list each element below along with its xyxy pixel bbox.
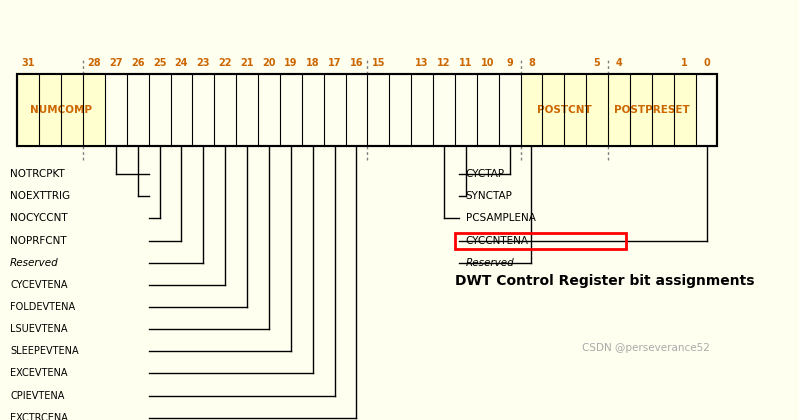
Text: 16: 16 [350, 58, 364, 68]
Text: 31: 31 [22, 58, 35, 68]
Text: 13: 13 [415, 58, 429, 68]
Text: 28: 28 [87, 58, 101, 68]
Text: PCSAMPLENA: PCSAMPLENA [466, 213, 535, 223]
Text: CSDN @perseverance52: CSDN @perseverance52 [582, 343, 710, 353]
Text: 8: 8 [528, 58, 535, 68]
Text: 23: 23 [197, 58, 210, 68]
Text: POSTCNT: POSTCNT [537, 105, 592, 115]
Text: SYNCTAP: SYNCTAP [466, 191, 513, 201]
Text: 18: 18 [306, 58, 320, 68]
Text: 19: 19 [284, 58, 297, 68]
Text: CYCCNTENA: CYCCNTENA [466, 236, 529, 246]
Text: 4: 4 [615, 58, 622, 68]
Bar [18, 74, 718, 146]
Text: CPIEVTENA: CPIEVTENA [10, 391, 65, 401]
Text: NOEXTTRIG: NOEXTTRIG [10, 191, 70, 201]
Text: 26: 26 [131, 58, 145, 68]
Bar [18, 74, 718, 146]
Text: 12: 12 [437, 58, 451, 68]
Text: NOCYCCNT: NOCYCCNT [10, 213, 68, 223]
Text: 11: 11 [459, 58, 472, 68]
Text: 21: 21 [240, 58, 254, 68]
Text: NOTRCPKT: NOTRCPKT [10, 169, 65, 179]
Text: 1: 1 [682, 58, 688, 68]
Text: EXCTRCENA: EXCTRCENA [10, 413, 68, 420]
Bar [520, 74, 608, 146]
Text: SLEEPEVTENA: SLEEPEVTENA [10, 346, 78, 356]
Text: 0: 0 [703, 58, 710, 68]
Text: 5: 5 [594, 58, 601, 68]
Text: 9: 9 [507, 58, 513, 68]
Text: CYCEVTENA: CYCEVTENA [10, 280, 68, 290]
Bar [455, 233, 626, 249]
Text: CYCTAP: CYCTAP [466, 169, 505, 179]
Text: LSUEVTENA: LSUEVTENA [10, 324, 68, 334]
Text: 20: 20 [262, 58, 276, 68]
Text: NOPRFCNT: NOPRFCNT [10, 236, 66, 246]
Text: POSTPRESET: POSTPRESET [614, 105, 690, 115]
Text: 17: 17 [328, 58, 341, 68]
Text: EXCEVTENA: EXCEVTENA [10, 368, 68, 378]
Text: 22: 22 [218, 58, 232, 68]
Text: 15: 15 [372, 58, 385, 68]
Text: FOLDEVTENA: FOLDEVTENA [10, 302, 75, 312]
Text: 10: 10 [481, 58, 495, 68]
Bar [18, 74, 105, 146]
Text: Reserved: Reserved [466, 258, 515, 268]
Text: 24: 24 [175, 58, 189, 68]
Text: 25: 25 [153, 58, 166, 68]
Text: NUMCOMP: NUMCOMP [30, 105, 92, 115]
Bar [608, 74, 696, 146]
Text: Reserved: Reserved [10, 258, 59, 268]
Text: 27: 27 [109, 58, 122, 68]
Text: DWT Control Register bit assignments: DWT Control Register bit assignments [455, 274, 754, 288]
